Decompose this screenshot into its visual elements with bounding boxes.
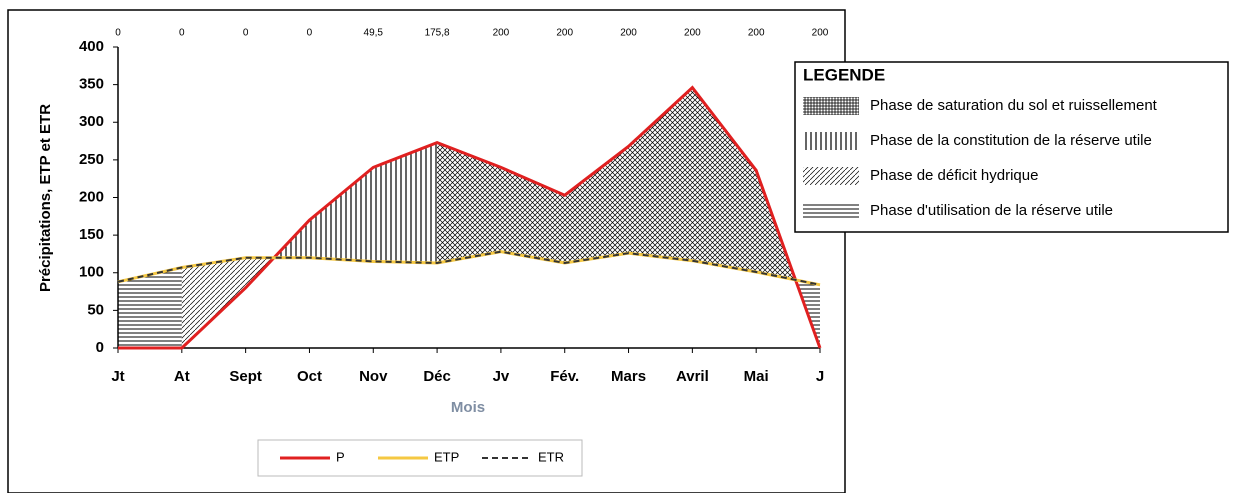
phase-swatch — [803, 97, 859, 115]
phase-label: Phase d'utilisation de la réserve utile — [870, 202, 1113, 219]
legend-label: P — [336, 449, 345, 464]
series-line — [117, 250, 821, 286]
phase-area — [118, 267, 182, 348]
reserve-label: 0 — [243, 28, 249, 39]
x-tick-label: Mars — [611, 368, 646, 385]
reserve-label: 200 — [684, 28, 701, 39]
phase-swatch — [803, 167, 859, 185]
phase-swatch — [803, 132, 859, 150]
x-tick-label: Oct — [297, 368, 322, 385]
reserve-label: 200 — [812, 28, 829, 39]
phase-swatch — [803, 202, 859, 220]
reserve-label: 0 — [307, 28, 313, 39]
reserve-label: 0 — [115, 28, 121, 39]
y-tick-label: 150 — [79, 226, 104, 243]
x-tick-label: Nov — [359, 368, 388, 385]
y-tick-label: 400 — [79, 38, 104, 55]
y-tick-label: 350 — [79, 76, 104, 93]
y-tick-label: 100 — [79, 264, 104, 281]
phase-area — [437, 87, 796, 280]
phase-legend-title: LEGENDE — [803, 65, 885, 84]
phase-area — [274, 142, 438, 263]
phase-label: Phase de déficit hydrique — [870, 167, 1038, 184]
reserve-label: 175,8 — [425, 28, 450, 39]
reserve-label: 200 — [493, 28, 510, 39]
x-tick-label: Déc — [423, 368, 451, 385]
phase-fills — [118, 87, 820, 348]
phase-label: Phase de la constitution de la réserve u… — [870, 132, 1152, 149]
x-tick-label: Fév. — [550, 368, 579, 385]
x-tick-label: J — [816, 368, 824, 385]
reserve-label: 200 — [556, 28, 573, 39]
series-line — [118, 85, 822, 350]
x-tick-label: Sept — [229, 368, 262, 385]
y-axis-title: Précipitations, ETP et ETR — [37, 104, 54, 292]
phase-legend-box — [794, 61, 1229, 233]
y-tick-label: 200 — [79, 188, 104, 205]
y-tick-label: 300 — [79, 113, 104, 130]
reserve-label: 49,5 — [364, 28, 384, 39]
x-tick-label: Avril — [676, 368, 709, 385]
phase-label: Phase de saturation du sol et ruissellem… — [870, 97, 1158, 114]
x-axis-title: Mois — [451, 399, 485, 416]
legend-label: ETR — [538, 449, 564, 464]
x-tick-label: Jt — [111, 368, 124, 385]
y-tick-label: 250 — [79, 151, 104, 168]
x-tick-label: At — [174, 368, 190, 385]
reserve-label: 200 — [748, 28, 765, 39]
x-tick-label: Mai — [744, 368, 769, 385]
reserve-label: 0 — [179, 28, 185, 39]
legend-label: ETP — [434, 449, 459, 464]
x-tick-label: Jv — [493, 368, 510, 385]
y-tick-label: 0 — [96, 339, 104, 356]
reserve-label: 200 — [620, 28, 637, 39]
y-tick-label: 50 — [87, 301, 104, 318]
